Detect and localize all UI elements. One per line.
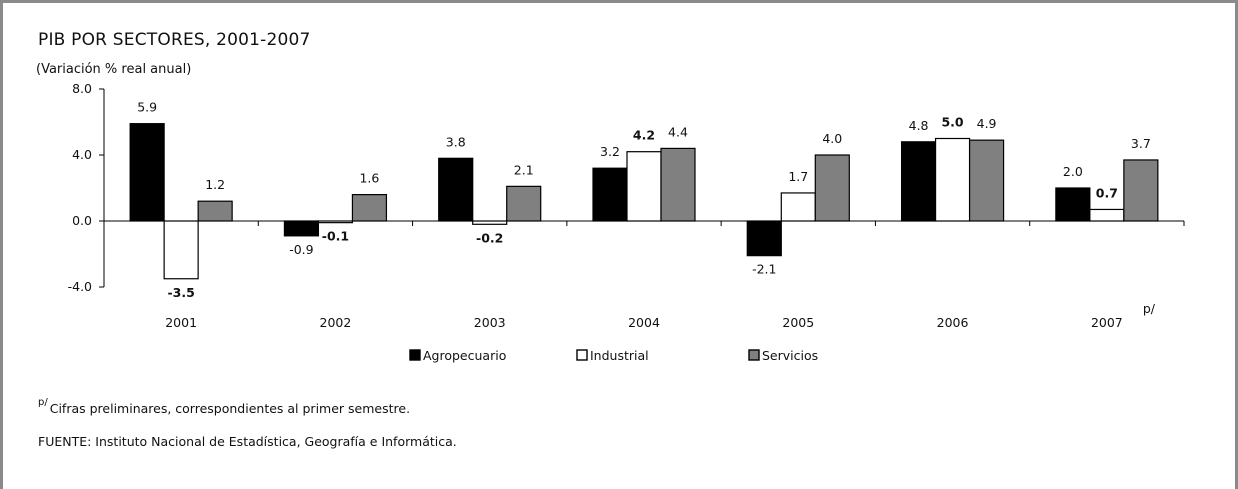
bar-industrial (934, 137, 971, 222)
chart-subtitle: (Variación % real anual) (36, 62, 192, 77)
bar-agropecuario (1055, 187, 1091, 222)
legend-label-industrial: Industrial (590, 348, 649, 363)
bar-industrial (780, 192, 816, 222)
bar-servicios (351, 194, 388, 222)
data-label: 3.7 (1131, 136, 1151, 151)
data-label: 1.2 (205, 177, 225, 192)
bar-industrial (472, 220, 508, 225)
data-label: 5.0 (941, 115, 963, 130)
data-label: 2.0 (1063, 164, 1083, 179)
y-tick-label: 8.0 (72, 81, 92, 96)
source-note: FUENTE: Instituto Nacional de Estadístic… (38, 434, 457, 449)
chart-title: PIB POR SECTORES, 2001-2007 (38, 30, 311, 50)
x-tick-label: 2004 (628, 315, 660, 330)
bar-agropecuario (438, 157, 474, 222)
data-label: -0.1 (322, 229, 349, 244)
y-tick-label: 4.0 (72, 147, 92, 162)
bar-servicios (197, 200, 233, 222)
data-label: 3.2 (600, 144, 620, 159)
bar-agropecuario (283, 220, 320, 237)
y-tick-label: -4.0 (68, 279, 92, 294)
bar-agropecuario (592, 167, 628, 222)
data-label: 4.8 (909, 118, 929, 133)
legend-swatch-industrial (576, 349, 588, 361)
x-tick-label: 2001 (165, 315, 197, 330)
data-label: -0.2 (476, 230, 503, 245)
x-tick-label: 2005 (782, 315, 814, 330)
bar-industrial (626, 151, 662, 222)
footnote: p/Cifras preliminares, correspondientes … (38, 397, 411, 417)
bar-servicios (660, 147, 696, 222)
data-label: 5.9 (137, 100, 157, 115)
bar-agropecuario (746, 220, 782, 257)
bar-agropecuario (129, 123, 165, 222)
data-label: -0.9 (289, 242, 313, 257)
legend-swatch-servicios (748, 349, 760, 361)
legend-swatch-agropecuario (409, 349, 421, 361)
data-label: 4.2 (633, 128, 655, 143)
footnote-mark: p/ (38, 397, 48, 408)
bar-agropecuario (900, 141, 937, 222)
x-tick-suffix: p/ (1143, 301, 1156, 316)
legend-label-servicios: Servicios (762, 348, 818, 363)
y-tick-label: 0.0 (72, 213, 92, 228)
x-tick-label: 2007 (1091, 315, 1123, 330)
data-label: 4.0 (822, 131, 842, 146)
data-label: 3.8 (446, 134, 466, 149)
data-label: 4.4 (668, 124, 688, 139)
footnote-text: Cifras preliminares, correspondientes al… (49, 401, 411, 417)
bar-servicios (1123, 159, 1159, 222)
data-label: 2.1 (514, 162, 534, 177)
legend-label-agropecuario: Agropecuario (423, 348, 506, 363)
x-tick-label: 2006 (937, 315, 969, 330)
bar-servicios (506, 185, 542, 222)
data-label: -3.5 (167, 285, 194, 300)
data-label: 1.7 (788, 169, 808, 184)
x-tick-label: 2003 (474, 315, 506, 330)
data-label: -2.1 (752, 262, 776, 277)
bar-industrial (163, 220, 199, 280)
bar-industrial (317, 220, 354, 224)
x-tick-label: 2002 (320, 315, 352, 330)
bar-servicios (814, 154, 850, 222)
data-label: 1.6 (359, 171, 379, 186)
data-label: 4.9 (977, 116, 997, 131)
bar-servicios (968, 139, 1005, 222)
bar-industrial (1089, 208, 1125, 222)
data-label: 0.7 (1096, 185, 1118, 200)
